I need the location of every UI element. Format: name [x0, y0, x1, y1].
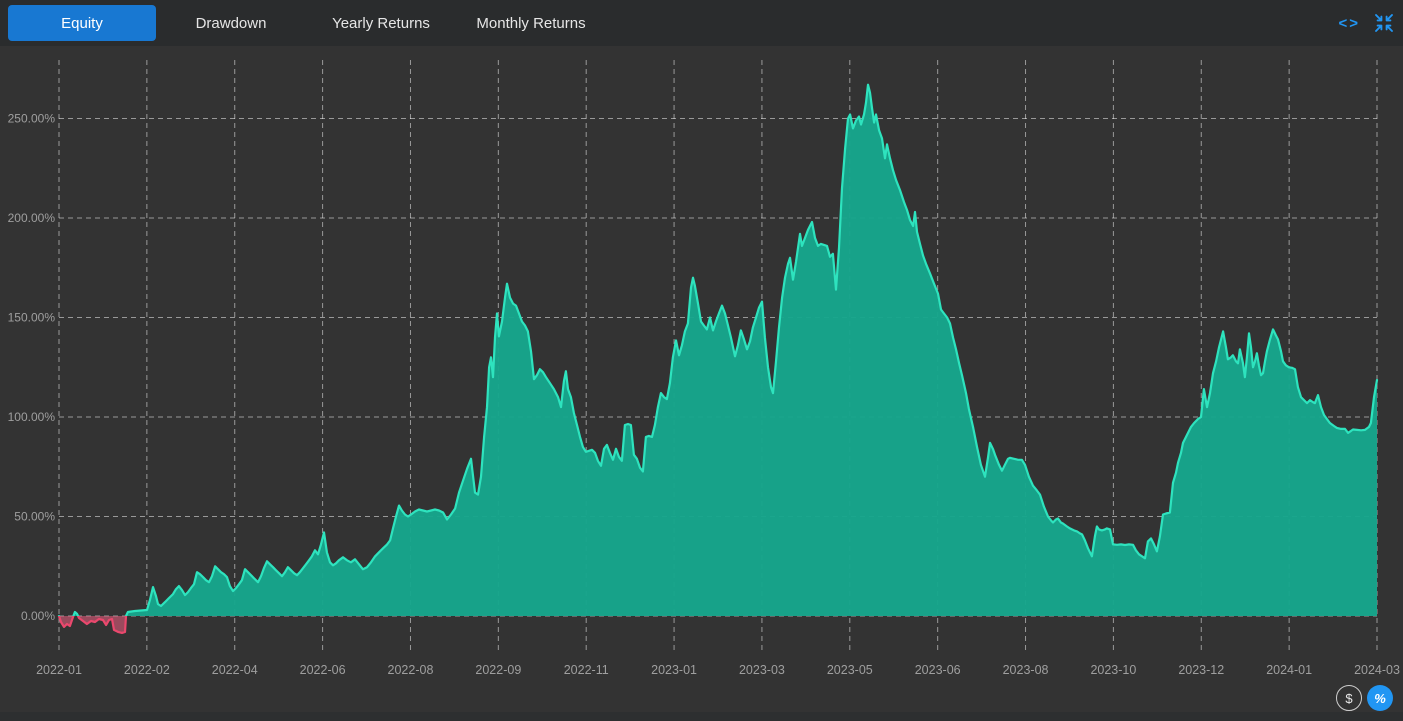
y-axis-label: 250.00% — [8, 112, 56, 126]
y-axis-label: 100.00% — [8, 410, 56, 424]
tab-drawdown[interactable]: Drawdown — [195, 14, 267, 32]
tab-yearly-returns[interactable]: Yearly Returns — [332, 14, 430, 32]
x-axis-label: 2022-09 — [475, 663, 521, 677]
tab-monthly-returns[interactable]: Monthly Returns — [476, 14, 586, 32]
x-axis-label: 2023-01 — [651, 663, 697, 677]
dollar-toggle-button[interactable]: $ — [1336, 685, 1362, 711]
y-axis-label: 0.00% — [21, 609, 55, 623]
tab-bar: Equity Drawdown Yearly Returns Monthly R… — [0, 0, 1403, 46]
x-axis-label: 2022-11 — [564, 663, 609, 677]
unit-toggles: $ % — [1336, 685, 1393, 711]
topbar-icons: <> — [1338, 0, 1394, 46]
x-axis-label: 2022-01 — [36, 663, 82, 677]
x-axis-label: 2024-03 — [1354, 663, 1400, 677]
x-axis-label: 2023-12 — [1178, 663, 1224, 677]
y-axis-label: 200.00% — [8, 211, 56, 225]
code-icon[interactable]: <> — [1338, 14, 1360, 32]
x-axis-label: 2023-03 — [739, 663, 785, 677]
x-axis-label: 2024-01 — [1266, 663, 1312, 677]
x-axis-label: 2022-02 — [124, 663, 170, 677]
equity-line-positive — [57, 83, 1379, 616]
y-axis-label: 50.00% — [14, 510, 55, 524]
percent-toggle-button[interactable]: % — [1367, 685, 1393, 711]
tab-equity[interactable]: Equity — [8, 5, 156, 41]
x-axis-label: 2022-04 — [212, 663, 258, 677]
equity-area-positive — [59, 84, 1377, 616]
bottom-strip — [0, 712, 1403, 721]
collapse-icon[interactable] — [1374, 13, 1394, 33]
x-axis-label: 2023-10 — [1090, 663, 1136, 677]
x-axis-label: 2023-08 — [1003, 663, 1049, 677]
x-axis-label: 2023-06 — [915, 663, 961, 677]
y-axis-label: 150.00% — [8, 311, 56, 325]
x-axis-label: 2022-06 — [300, 663, 346, 677]
x-axis-label: 2023-05 — [827, 663, 873, 677]
x-axis-label: 2022-08 — [388, 663, 434, 677]
